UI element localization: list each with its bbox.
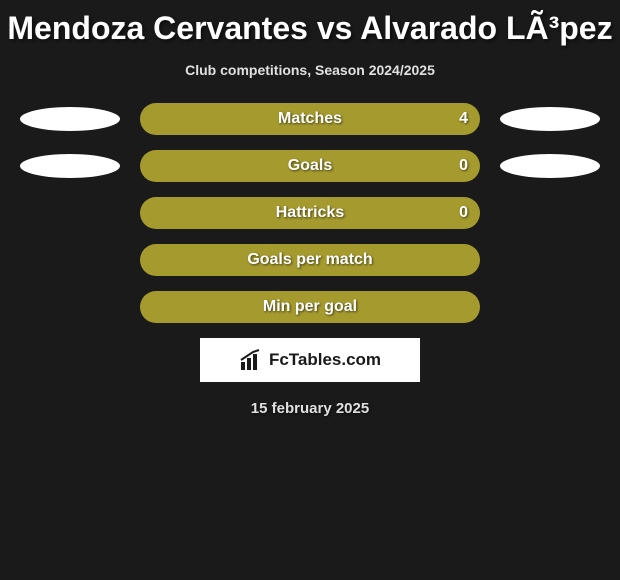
stat-row-matches: Matches 4 (0, 103, 620, 135)
stat-label: Min per goal (263, 298, 357, 316)
left-ellipse-icon (20, 154, 120, 178)
stat-value: 4 (459, 110, 468, 128)
date-text: 15 february 2025 (251, 400, 369, 417)
spacer (20, 295, 120, 319)
stat-bar: Goals per match (140, 244, 480, 276)
stat-row-goals-per-match: Goals per match (0, 244, 620, 276)
spacer (500, 201, 600, 225)
spacer (20, 201, 120, 225)
right-ellipse-icon (500, 107, 600, 131)
right-ellipse-icon (500, 154, 600, 178)
chart-icon (239, 348, 263, 372)
page-title: Mendoza Cervantes vs Alvarado LÃ³pez (7, 10, 612, 47)
stat-value: 0 (459, 157, 468, 175)
stat-row-min-per-goal: Min per goal (0, 291, 620, 323)
subtitle: Club competitions, Season 2024/2025 (185, 62, 435, 78)
spacer (500, 248, 600, 272)
brand-box[interactable]: FcTables.com (200, 338, 420, 382)
stat-label: Matches (278, 110, 342, 128)
brand-text: FcTables.com (269, 350, 381, 370)
stat-bar: Matches 4 (140, 103, 480, 135)
stat-row-goals: Goals 0 (0, 150, 620, 182)
stat-label: Goals (288, 157, 332, 175)
stat-label: Goals per match (247, 251, 372, 269)
stat-label: Hattricks (276, 204, 344, 222)
stat-value: 0 (459, 204, 468, 222)
stat-bar: Hattricks 0 (140, 197, 480, 229)
stats-container: Matches 4 Goals 0 Hattricks 0 Goals per … (0, 103, 620, 323)
stat-bar: Goals 0 (140, 150, 480, 182)
spacer (20, 248, 120, 272)
spacer (500, 295, 600, 319)
stat-row-hattricks: Hattricks 0 (0, 197, 620, 229)
stat-bar: Min per goal (140, 291, 480, 323)
left-ellipse-icon (20, 107, 120, 131)
